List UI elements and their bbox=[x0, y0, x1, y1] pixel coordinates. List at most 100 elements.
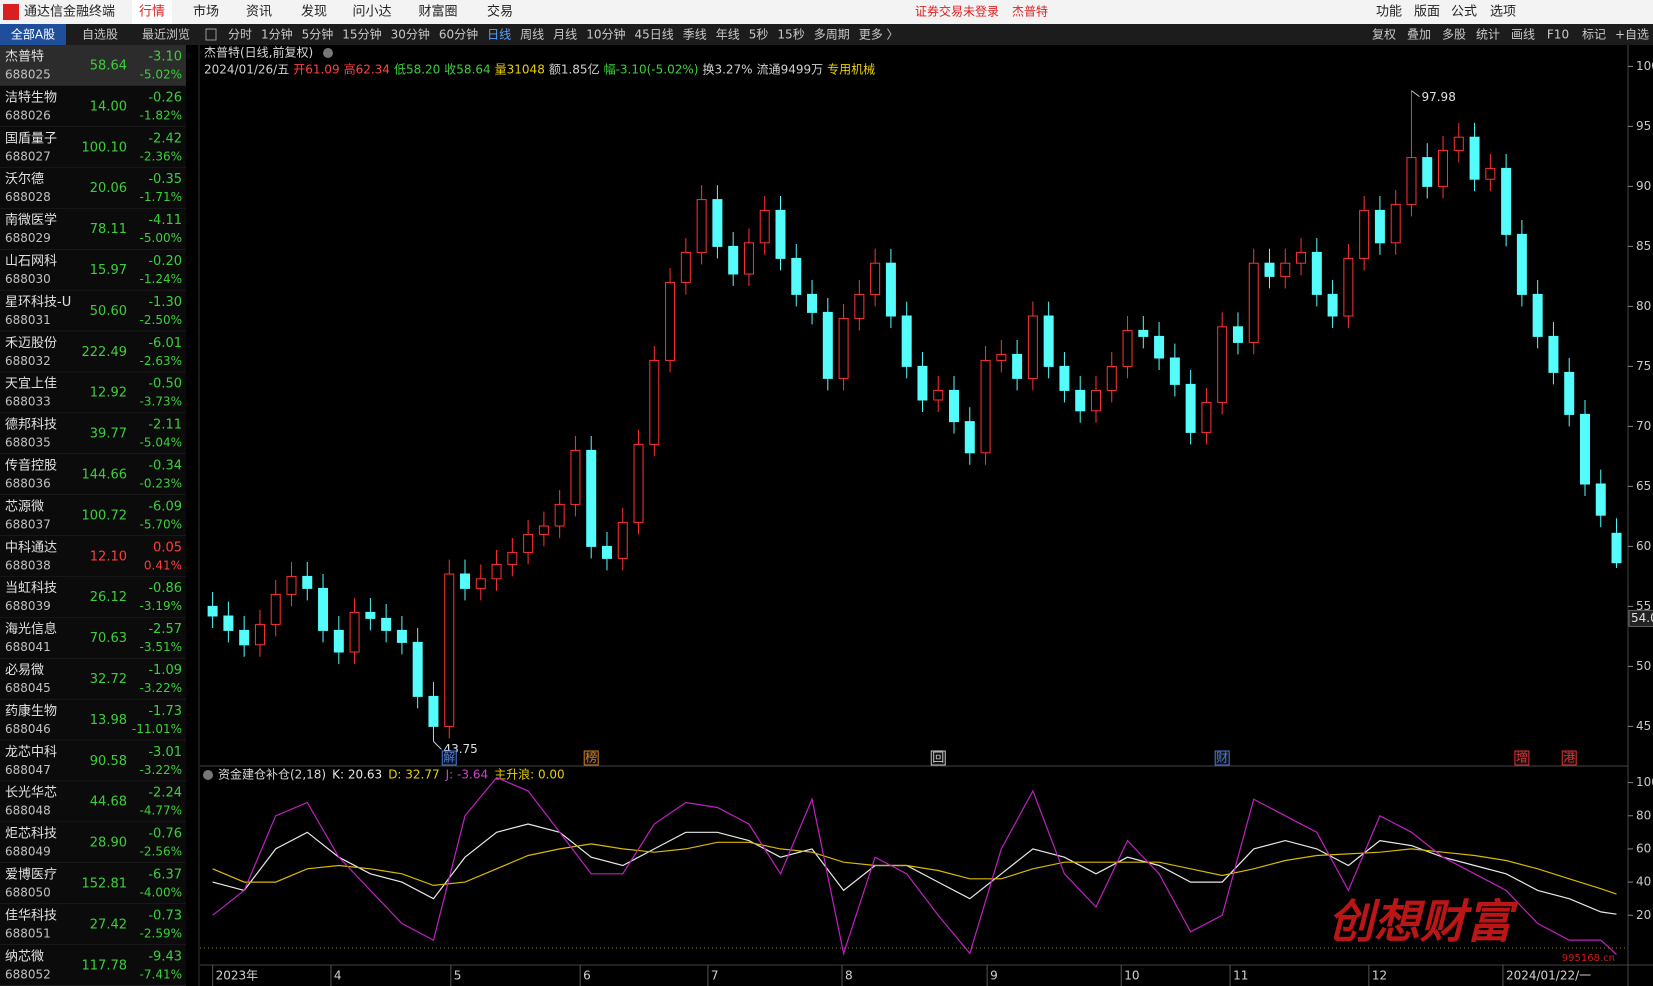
stock-row[interactable] bbox=[0, 903, 186, 945]
stock-row[interactable] bbox=[0, 413, 186, 454]
y-tick-label: 80 bbox=[1636, 299, 1651, 313]
stock-pct: -1.24% bbox=[140, 272, 182, 286]
indicator-readout: D: 32.77 bbox=[388, 768, 439, 782]
logo-icon bbox=[3, 4, 19, 20]
stock-code: 688041 bbox=[5, 640, 51, 654]
period-tab[interactable]: 更多 〉 bbox=[859, 28, 899, 42]
stock-price: 70.63 bbox=[90, 631, 127, 646]
stock-change: -6.09 bbox=[148, 499, 182, 514]
candle-body bbox=[270, 593, 281, 625]
candle-body bbox=[207, 605, 218, 617]
stock-code: 688032 bbox=[5, 354, 51, 368]
menu-tab[interactable]: 发现 bbox=[301, 4, 327, 20]
period-tab[interactable]: 季线 bbox=[683, 28, 707, 42]
stock-name: 海光信息 bbox=[5, 621, 57, 637]
stock-row[interactable] bbox=[0, 372, 186, 414]
indicator-line bbox=[212, 776, 1617, 956]
period-tab[interactable]: 多周期 bbox=[814, 28, 850, 42]
stock-row[interactable] bbox=[0, 208, 186, 250]
y-tick-label: 20 bbox=[1636, 908, 1651, 922]
stock-price: 44.68 bbox=[90, 795, 127, 810]
candle-body bbox=[1012, 353, 1023, 379]
stock-row[interactable] bbox=[0, 944, 186, 986]
candle-body bbox=[460, 573, 471, 589]
menu-right[interactable]: 选项 bbox=[1490, 5, 1516, 20]
stock-row[interactable] bbox=[0, 740, 186, 782]
menu-tab[interactable]: 资讯 bbox=[246, 5, 272, 20]
tool-button[interactable]: 叠加 bbox=[1407, 28, 1431, 42]
stock-row[interactable] bbox=[0, 331, 186, 373]
menu-tab[interactable]: 交易 bbox=[487, 4, 513, 20]
stock-row[interactable] bbox=[0, 494, 186, 536]
stock-pct: -2.56% bbox=[140, 845, 182, 859]
menu-tab[interactable]: 行情 bbox=[139, 5, 165, 20]
period-tab[interactable]: 日线 bbox=[487, 28, 511, 42]
tool-button[interactable]: 多股 bbox=[1442, 28, 1466, 42]
stock-row[interactable] bbox=[0, 781, 186, 823]
stock-row[interactable] bbox=[0, 167, 186, 209]
login-status[interactable]: 证券交易未登录 bbox=[915, 4, 999, 19]
menu-right[interactable]: 功能 bbox=[1376, 5, 1402, 20]
info-item: 换3.27% bbox=[702, 63, 752, 77]
period-tab[interactable]: 月线 bbox=[553, 28, 577, 42]
stock-row[interactable] bbox=[0, 863, 186, 904]
y-tick-label: 55 bbox=[1636, 599, 1651, 613]
stock-row[interactable] bbox=[0, 85, 186, 127]
stock-code: 688033 bbox=[5, 395, 51, 409]
event-badge[interactable] bbox=[441, 750, 457, 766]
tool-button[interactable]: +自选 bbox=[1615, 28, 1649, 42]
candle-body bbox=[1532, 293, 1543, 337]
stock-row[interactable] bbox=[0, 454, 186, 495]
event-badge[interactable] bbox=[930, 750, 946, 766]
tool-button[interactable]: 统计 bbox=[1476, 28, 1500, 42]
stock-row[interactable] bbox=[0, 249, 186, 291]
stock-row[interactable] bbox=[0, 126, 186, 168]
stock-name: 佳华科技 bbox=[5, 908, 57, 923]
period-tab[interactable]: 5秒 bbox=[749, 28, 769, 42]
period-tab[interactable]: 1分钟 bbox=[261, 27, 293, 42]
period-tab[interactable]: 分时 bbox=[228, 28, 252, 42]
period-tab[interactable]: 5分钟 bbox=[302, 27, 334, 42]
period-tab[interactable]: 15分钟 bbox=[342, 27, 381, 42]
stock-row[interactable] bbox=[0, 822, 186, 863]
x-tick-label: 9 bbox=[990, 969, 998, 983]
event-badge[interactable] bbox=[1514, 750, 1530, 766]
stock-pct: -3.51% bbox=[140, 640, 182, 654]
stock-pct: 0.41% bbox=[144, 558, 182, 572]
stock-price: 15.97 bbox=[90, 263, 127, 278]
menu-right[interactable]: 版面 bbox=[1414, 5, 1440, 20]
menu-right[interactable]: 公式 bbox=[1451, 5, 1477, 20]
stock-row[interactable] bbox=[0, 535, 186, 577]
period-tab[interactable]: 年线 bbox=[716, 28, 740, 42]
event-badge[interactable] bbox=[1561, 750, 1577, 766]
period-tab[interactable]: 15秒 bbox=[777, 28, 804, 42]
stock-row[interactable] bbox=[0, 658, 186, 700]
event-badge[interactable] bbox=[583, 750, 599, 766]
stock-row[interactable] bbox=[0, 699, 186, 741]
menu-tab[interactable]: 财富圈 bbox=[418, 4, 457, 20]
candle-body bbox=[475, 578, 486, 589]
list-tab[interactable]: 全部A股 bbox=[11, 27, 55, 42]
stock-row[interactable] bbox=[0, 45, 186, 86]
stock-pct: -2.36% bbox=[140, 149, 182, 163]
period-tab[interactable]: 45日线 bbox=[634, 28, 673, 42]
period-tab[interactable]: 10分钟 bbox=[586, 27, 625, 42]
tool-button[interactable]: 复权 bbox=[1372, 28, 1396, 42]
period-tab[interactable]: 60分钟 bbox=[439, 27, 478, 42]
period-tab[interactable]: 30分钟 bbox=[391, 27, 430, 42]
menu-tab[interactable]: 市场 bbox=[193, 4, 219, 20]
stock-change: -1.30 bbox=[148, 295, 182, 310]
period-tab[interactable]: 周线 bbox=[520, 28, 544, 42]
stock-row[interactable] bbox=[0, 617, 186, 659]
stock-row[interactable] bbox=[0, 576, 186, 618]
menu-tab[interactable]: 问小达 bbox=[352, 5, 391, 20]
tool-button[interactable]: 画线 bbox=[1511, 28, 1535, 42]
stock-change: -0.73 bbox=[148, 908, 182, 923]
tool-button[interactable]: F10 bbox=[1547, 28, 1569, 42]
stock-row[interactable] bbox=[0, 290, 186, 332]
list-tab[interactable]: 最近浏览 bbox=[142, 27, 190, 42]
tool-button[interactable]: 标记 bbox=[1582, 28, 1606, 42]
stock-code: 688030 bbox=[5, 272, 51, 286]
list-tab[interactable]: 自选股 bbox=[82, 28, 118, 42]
event-badge[interactable] bbox=[1214, 750, 1230, 766]
